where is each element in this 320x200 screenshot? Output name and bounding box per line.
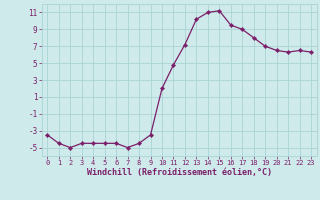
X-axis label: Windchill (Refroidissement éolien,°C): Windchill (Refroidissement éolien,°C)	[87, 168, 272, 177]
